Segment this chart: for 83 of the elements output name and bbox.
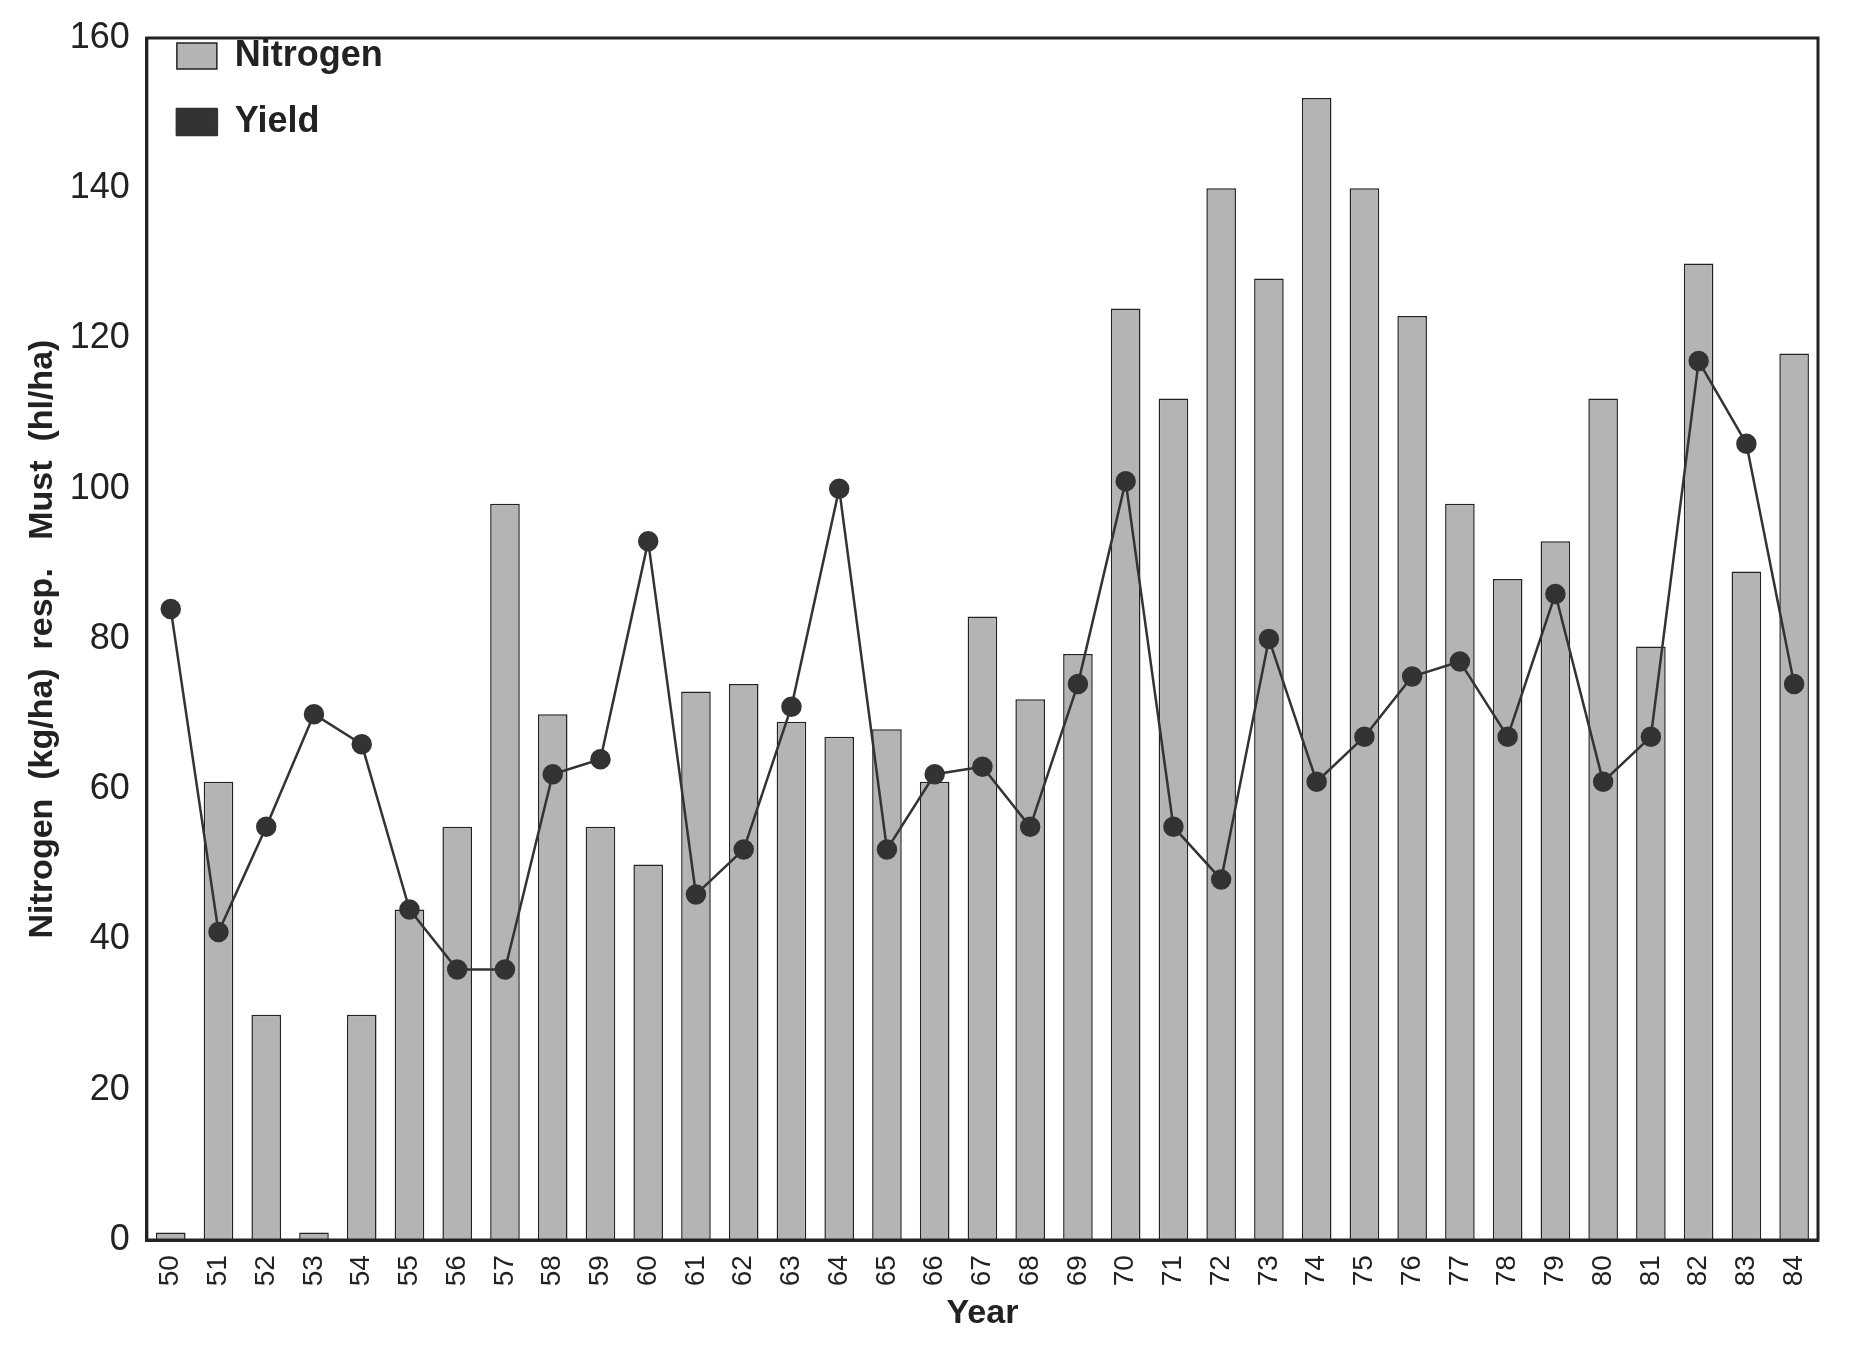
x-tick-label: 80 xyxy=(1585,1255,1617,1287)
y-tick-label: 0 xyxy=(109,1216,130,1258)
x-tick-label: 50 xyxy=(153,1255,185,1287)
x-tick-label: 68 xyxy=(1012,1255,1044,1287)
x-tick-label: 55 xyxy=(392,1255,424,1287)
legend-label: Yield xyxy=(234,98,320,140)
point xyxy=(1163,816,1184,838)
point xyxy=(1210,869,1232,890)
x-tick-label: 52 xyxy=(248,1255,280,1287)
point xyxy=(828,478,850,500)
point xyxy=(1640,726,1662,747)
point xyxy=(781,696,802,717)
x-tick-label: 83 xyxy=(1729,1255,1761,1287)
point xyxy=(303,703,325,725)
point xyxy=(351,733,372,755)
point xyxy=(1019,816,1041,838)
point xyxy=(1449,651,1471,672)
x-tick-label: 61 xyxy=(678,1255,710,1287)
x-tick-label: 81 xyxy=(1633,1255,1665,1287)
x-tick-label: 69 xyxy=(1060,1255,1092,1287)
point xyxy=(972,756,993,777)
point xyxy=(542,764,563,785)
point xyxy=(1688,350,1709,372)
x-tick-label: 51 xyxy=(201,1255,233,1287)
point xyxy=(1592,771,1614,793)
x-tick-label: 70 xyxy=(1108,1255,1140,1287)
point xyxy=(160,598,181,620)
x-tick-label: 78 xyxy=(1490,1255,1522,1287)
x-tick-label: 56 xyxy=(439,1255,471,1287)
point xyxy=(1736,433,1757,454)
x-tick-label: 59 xyxy=(583,1255,615,1287)
x-tick-label: 77 xyxy=(1442,1255,1474,1287)
point xyxy=(494,959,516,980)
x-tick-label: 66 xyxy=(917,1255,949,1287)
x-tick-label: 75 xyxy=(1347,1255,1379,1287)
x-tick-label: 74 xyxy=(1299,1255,1331,1287)
point xyxy=(446,959,468,980)
y-tick-label: 80 xyxy=(89,615,130,657)
y-tick-label: 40 xyxy=(89,916,130,958)
point xyxy=(1354,726,1375,747)
x-tick-label: 65 xyxy=(869,1255,901,1287)
y-tick-label: 20 xyxy=(89,1066,130,1108)
point xyxy=(590,748,611,770)
y-tick-label: 120 xyxy=(69,315,130,357)
point xyxy=(399,899,420,920)
x-tick-label: 82 xyxy=(1681,1255,1713,1287)
point xyxy=(876,839,898,860)
x-tick-label: 73 xyxy=(1251,1255,1283,1287)
point xyxy=(208,921,229,943)
legend-label: Nitrogen xyxy=(234,32,383,74)
x-tick-label: 67 xyxy=(965,1255,997,1287)
x-tick-label: 71 xyxy=(1156,1255,1188,1287)
x-tick-label: 76 xyxy=(1394,1255,1426,1287)
point xyxy=(685,884,707,905)
point xyxy=(1258,628,1280,650)
x-axis-title: Year xyxy=(946,1291,1019,1330)
x-tick-label: 54 xyxy=(344,1255,376,1287)
x-tick-label: 58 xyxy=(535,1255,567,1287)
point xyxy=(1115,471,1136,492)
x-tick-label: 79 xyxy=(1538,1255,1570,1287)
point xyxy=(1545,583,1566,605)
point xyxy=(637,531,659,552)
point xyxy=(1497,726,1518,747)
x-tick-label: 60 xyxy=(630,1255,662,1287)
x-tick-label: 53 xyxy=(296,1255,328,1287)
point xyxy=(733,839,754,860)
y-axis-title: Nitrogen (kg/ha) resp. Must (hl/ha) xyxy=(20,339,59,939)
x-tick-label: 62 xyxy=(726,1255,758,1287)
y-tick-label: 100 xyxy=(69,465,130,507)
point xyxy=(924,764,945,785)
point xyxy=(1783,673,1805,695)
point xyxy=(255,816,277,838)
y-tick-label: 160 xyxy=(69,14,130,56)
x-tick-label: 63 xyxy=(774,1255,806,1287)
y-tick-label: 140 xyxy=(69,165,130,207)
y-tick-label: 60 xyxy=(89,766,130,808)
x-tick-label: 64 xyxy=(821,1255,853,1287)
x-tick-label: 84 xyxy=(1776,1255,1808,1287)
point xyxy=(1306,771,1327,793)
x-tick-label: 57 xyxy=(487,1255,519,1287)
point xyxy=(1067,673,1089,695)
x-tick-label: 72 xyxy=(1203,1255,1235,1287)
point xyxy=(1401,666,1423,687)
